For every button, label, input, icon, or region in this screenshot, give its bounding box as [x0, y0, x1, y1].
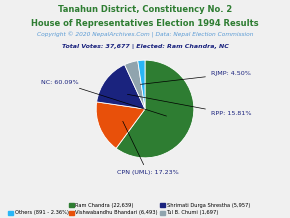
Wedge shape: [125, 61, 145, 109]
Text: Total Votes: 37,677 | Elected: Ram Chandra, NC: Total Votes: 37,677 | Elected: Ram Chand…: [61, 44, 229, 49]
Wedge shape: [97, 65, 145, 109]
Legend: Ram Chandra (22,639), Vishwabandhu Bhandari (6,493), Shrimati Durga Shrestha (5,: Ram Chandra (22,639), Vishwabandhu Bhand…: [69, 203, 250, 215]
Wedge shape: [116, 60, 194, 158]
Wedge shape: [96, 102, 145, 148]
Text: CPN (UML): 17.23%: CPN (UML): 17.23%: [117, 121, 178, 175]
Text: NC: 60.09%: NC: 60.09%: [41, 80, 166, 116]
Text: Tanahun District, Constituency No. 2: Tanahun District, Constituency No. 2: [58, 5, 232, 14]
Text: RJMP: 4.50%: RJMP: 4.50%: [140, 71, 251, 84]
Text: RPP: 15.81%: RPP: 15.81%: [127, 94, 251, 116]
Text: Copyright © 2020 NepalArchives.Com | Data: Nepal Election Commission: Copyright © 2020 NepalArchives.Com | Dat…: [37, 32, 253, 38]
Wedge shape: [138, 60, 145, 109]
Text: House of Representatives Election 1994 Results: House of Representatives Election 1994 R…: [31, 19, 259, 27]
Legend: Others (891 - 2.36%): Others (891 - 2.36%): [8, 210, 68, 215]
